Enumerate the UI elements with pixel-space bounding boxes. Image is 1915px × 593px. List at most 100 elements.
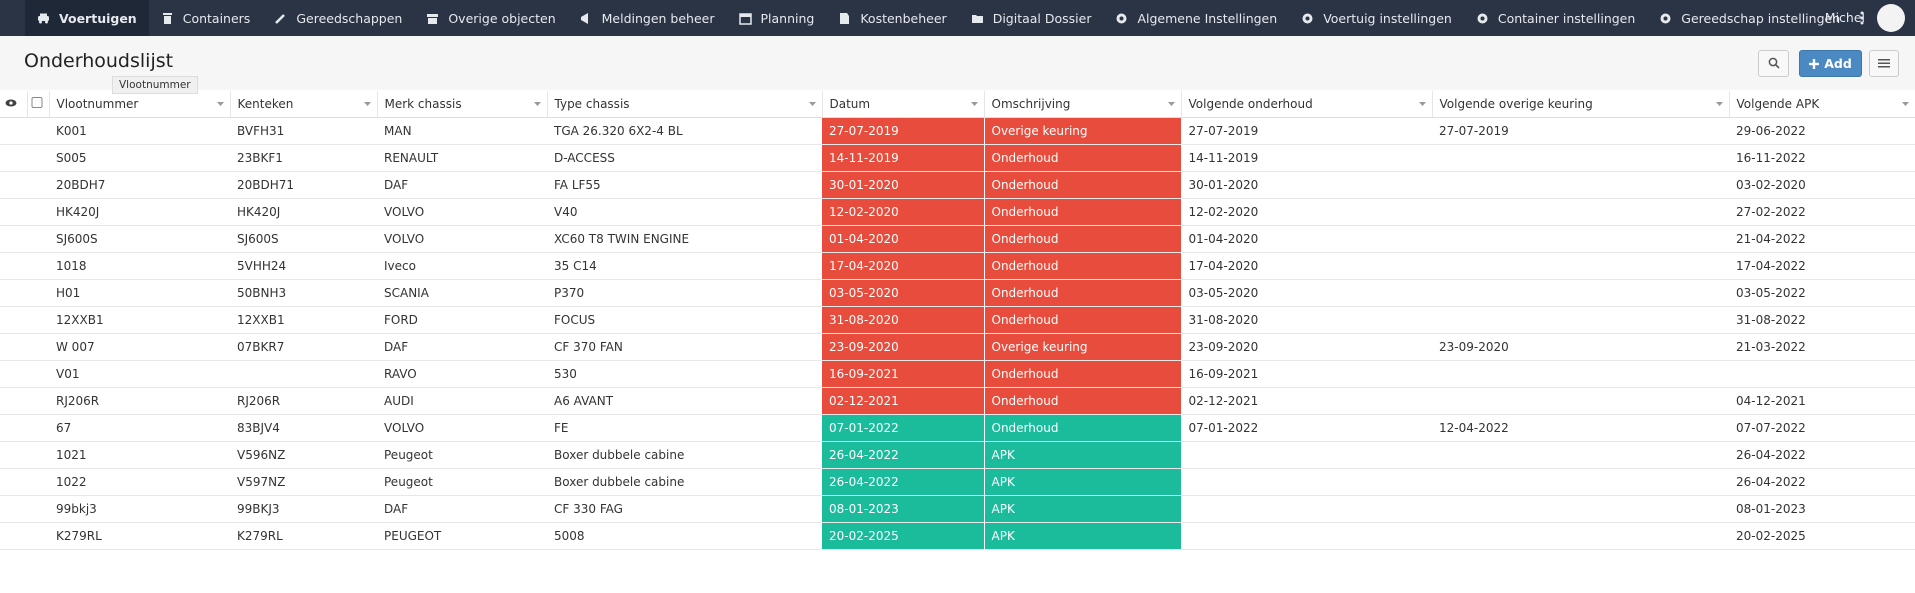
nav-item[interactable]: Overige objecten [414,0,567,36]
table-cell [1181,441,1432,469]
nav-label[interactable]: Kostenbeheer [860,10,947,26]
column-header[interactable]: Vlootnummer [49,91,231,118]
column-label[interactable]: Kenteken [237,97,294,111]
nav-label[interactable]: Overige objecten [448,10,556,26]
table-cell: V01 [49,360,230,388]
column-header[interactable]: Volgende overige keuring [1432,91,1730,118]
nav-label[interactable]: Algemene Instellingen [1137,10,1278,26]
nav-item[interactable]: Gereedschap instellingen [1647,0,1852,36]
nav-item[interactable]: Digitaal Dossier [959,0,1104,36]
column-label[interactable]: Merk chassis [384,97,462,111]
column-header[interactable]: Merk chassis [377,91,548,118]
row-select [27,333,49,361]
sort-caret[interactable] [1715,102,1723,107]
row-visibility [0,171,27,199]
nav-label[interactable]: Digitaal Dossier [992,10,1092,26]
nav-label[interactable]: Planning [760,10,815,26]
row-select [27,495,49,523]
nav-icon [1116,13,1127,23]
more-icon[interactable] [1860,11,1864,25]
table-cell [230,360,377,388]
sort-caret[interactable] [1901,102,1909,107]
nav-item[interactable]: Containers [149,0,263,36]
sort-caret[interactable] [970,102,978,107]
table-row[interactable]: 67 83BJV4 VOLVO FE 07-01-2022 Onderhoud 07-01-… [0,414,1915,442]
add-button[interactable]: Add [1799,50,1862,77]
nav-label[interactable]: Voertuigen [59,10,137,26]
sort-caret[interactable] [363,102,371,107]
nav-item[interactable]: Planning [727,0,827,36]
nav-item[interactable]: Voertuigen [25,0,149,36]
column-label[interactable]: Volgende APK [1736,97,1820,111]
column-header[interactable]: Type chassis [547,91,823,118]
table-row[interactable]: 1018 5VHH24 Iveco 35 C14 17-04-2020 Onderhoud… [0,252,1915,280]
sort-caret[interactable] [216,102,224,107]
table-row[interactable]: S005 23BKF1 RENAULT D-ACCESS 14-11-2019 Onder… [0,144,1915,172]
row-select [27,306,49,334]
column-header[interactable]: Omschrijving [984,91,1182,118]
table-row[interactable]: H01 50BNH3 SCANIA P370 03-05-2020 Onderhoud 03… [0,279,1915,307]
add-label[interactable]: Add [1824,56,1852,71]
nav-item[interactable]: Voertuig instellingen [1289,0,1464,36]
table-cell: 27-07-2019 [822,117,985,145]
visibility-header[interactable] [0,91,28,118]
column-label[interactable]: Vlootnummer [56,97,139,111]
nav-item[interactable]: Gereedschappen [262,0,414,36]
sort-caret[interactable] [808,102,816,107]
column-header[interactable]: Volgende APK [1729,91,1915,118]
table-row[interactable]: 12XXB1 12XXB1 FORD FOCUS 31-08-2020 Onderhoud… [0,306,1915,334]
table-cell: 20BDH7 [49,171,230,199]
nav-item[interactable]: Algemene Instellingen [1103,0,1289,36]
table-row[interactable]: K279RL K279RL PEUGEOT 5008 20-02-2025 APK 20-0… [0,522,1915,550]
nav-label[interactable]: Meldingen beheer [601,10,715,26]
table-row[interactable]: K001 BVFH31 MAN TGA 26.320 6X2-4 BL 27-07-20… [0,117,1915,145]
nav-item[interactable]: Container instellingen [1464,0,1647,36]
table-row[interactable]: 20BDH7 20BDH71 DAF FA LF55 30-01-2020 Onderho… [0,171,1915,199]
avatar[interactable] [1877,4,1905,32]
nav-label[interactable]: Gereedschappen [296,10,403,26]
table-row[interactable]: RJ206R RJ206R AUDI A6 AVANT 02-12-2021 Onderh… [0,387,1915,415]
table-cell: 21-03-2022 [1729,333,1915,361]
user-name[interactable]: Michel [1824,10,1865,25]
table-row[interactable]: 99bkj3 99BKJ3 DAF CF 330 FAG 08-01-2023 APK 08… [0,495,1915,523]
nav-item[interactable]: Kostenbeheer [826,0,958,36]
column-label[interactable]: Datum [829,97,871,111]
column-header[interactable]: Datum [822,91,985,118]
table-cell: 02-12-2021 [1181,387,1432,415]
table-row[interactable]: SJ600S SJ600S VOLVO XC60 T8 TWIN ENGINE 01-0… [0,225,1915,253]
select-all[interactable] [27,91,50,118]
column-label[interactable]: Omschrijving [991,97,1071,111]
menu-button[interactable] [1869,50,1899,77]
column-header[interactable]: Volgende onderhoud [1181,91,1433,118]
table-cell: K279RL [230,522,377,550]
table-cell: 17-04-2020 [1181,252,1432,280]
table-cell: 12-02-2020 [1181,198,1432,226]
sort-caret[interactable] [1167,102,1175,107]
table-cell: APK [984,468,1182,496]
column-header[interactable]: Kenteken [230,91,378,118]
sort-caret[interactable] [533,102,541,107]
table-row[interactable]: 1022 V597NZ Peugeot Boxer dubbele cabine 26-… [0,468,1915,496]
table-cell: CF 330 FAG [547,495,822,523]
table-row[interactable]: W 007 07BKR7 DAF CF 370 FAN 23-09-2020 Overig… [0,333,1915,361]
nav-label[interactable]: Voertuig instellingen [1323,10,1452,26]
table-cell: Onderhoud [984,360,1182,388]
table-row[interactable]: 1021 V596NZ Peugeot Boxer dubbele cabine 26-… [0,441,1915,469]
column-label[interactable]: Type chassis [554,97,630,111]
sort-caret[interactable] [1418,102,1426,107]
table-cell [1432,225,1729,253]
table-cell: 08-01-2023 [1729,495,1915,523]
search-button[interactable] [1758,50,1789,77]
table-cell: 03-05-2020 [1181,279,1432,307]
nav-item[interactable]: Meldingen beheer [568,0,727,36]
nav-label[interactable]: Containers [182,10,251,26]
table-row[interactable]: V01 RAVO 530 16-09-2021 Onderhoud 16-09-2021 [0,360,1915,388]
nav-label[interactable]: Container instellingen [1497,10,1636,26]
column-label[interactable]: Volgende onderhoud [1188,97,1313,111]
table-cell [1181,495,1432,523]
table-cell: 03-02-2020 [1729,171,1915,199]
table-row[interactable]: HK420J HK420J VOLVO V40 12-02-2020 Onderhoud 1… [0,198,1915,226]
column-label[interactable]: Volgende overige keuring [1439,97,1593,111]
nav-label[interactable]: Gereedschap instellingen [1681,10,1841,26]
